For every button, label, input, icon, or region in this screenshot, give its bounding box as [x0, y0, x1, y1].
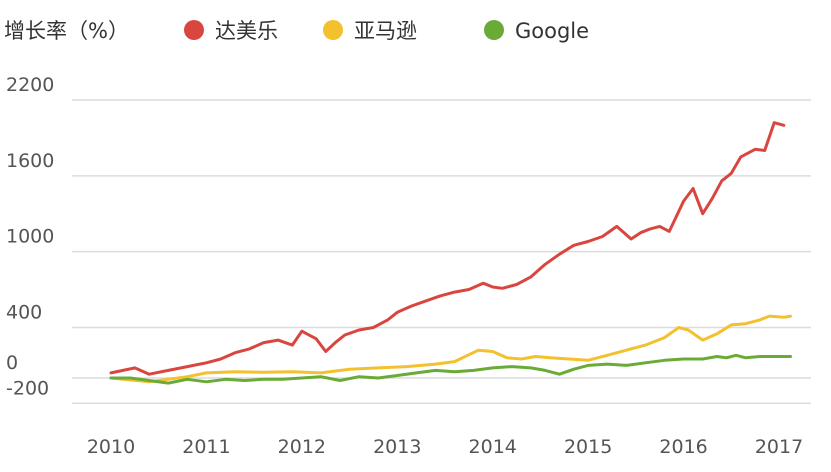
y-tick-label: -200 — [6, 377, 49, 399]
x-tick-labels: 2010 2011 2012 2013 2014 2015 2016 2017 — [87, 436, 803, 458]
y-tick-label: 1600 — [6, 150, 54, 172]
y-tick-label: 400 — [6, 301, 42, 323]
x-tick-label: 2015 — [564, 436, 612, 458]
y-tick-label: 0 — [6, 352, 18, 374]
series-line-1 — [109, 314, 792, 384]
y-tick-label: 1000 — [6, 226, 54, 248]
legend-marker — [184, 20, 204, 40]
legend-marker — [484, 20, 504, 40]
series-lines — [109, 121, 792, 385]
y-tick-labels: 2200 1600 1000 400 0 -200 — [6, 74, 54, 399]
x-tick-label: 2017 — [755, 436, 803, 458]
legend: 增长率（%） 达美乐 亚马逊 Google — [4, 19, 589, 43]
x-tick-label: 2010 — [87, 436, 135, 458]
y-axis-label: 增长率（%） — [4, 19, 129, 43]
legend-label: Google — [515, 19, 589, 43]
x-tick-label: 2013 — [373, 436, 421, 458]
x-tick-label: 2011 — [182, 436, 230, 458]
x-tick-label: 2012 — [278, 436, 326, 458]
legend-marker — [323, 20, 343, 40]
gridlines — [72, 99, 811, 405]
series-line-0 — [109, 121, 786, 376]
x-tick-label: 2014 — [469, 436, 517, 458]
y-tick-label: 2200 — [6, 74, 54, 96]
x-tick-label: 2016 — [659, 436, 707, 458]
legend-label: 亚马逊 — [354, 19, 417, 43]
legend-label: 达美乐 — [215, 19, 278, 43]
series-line-2 — [109, 353, 792, 385]
